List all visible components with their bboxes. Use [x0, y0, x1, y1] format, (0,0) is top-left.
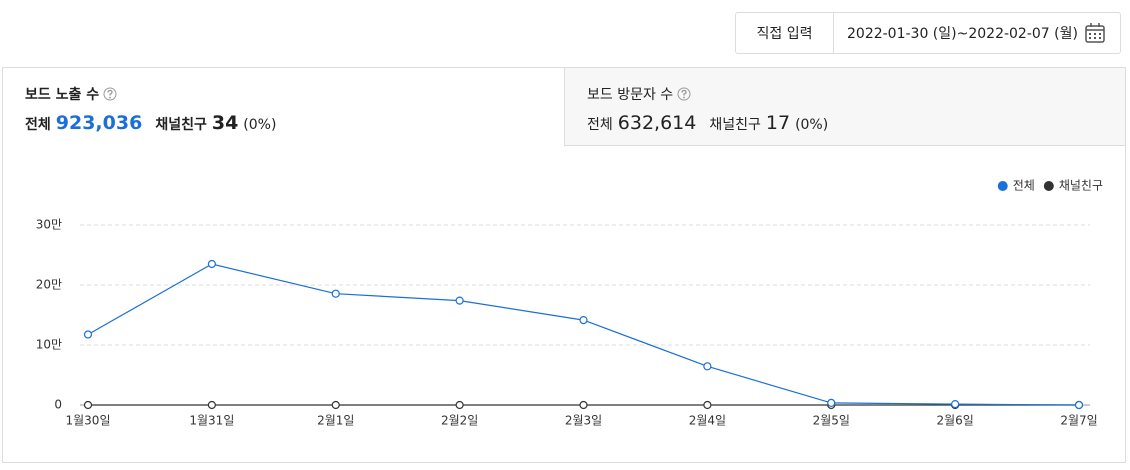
x-tick-label: 1월31일 — [189, 414, 234, 428]
date-range[interactable]: 2022-01-30 (일)~2022-02-07 (월) — [847, 26, 1078, 42]
y-tick-label: 20만 — [36, 278, 62, 292]
x-tick-label: 2월1일 — [317, 414, 354, 428]
direct-input-button[interactable]: 직접 입력 — [736, 13, 834, 53]
calendar-icon[interactable] — [1084, 22, 1106, 44]
friends-label: 채널친구 — [155, 117, 207, 133]
friends-pct: (0%) — [243, 117, 277, 133]
point — [579, 400, 588, 410]
y-tick-label: 10만 — [36, 338, 62, 352]
tab-title: 보드 노출 수 — [25, 87, 100, 103]
point — [455, 400, 464, 410]
friends-value: 17 — [765, 112, 791, 134]
legend-swatch — [997, 181, 1008, 191]
x-tick-label: 2월3일 — [565, 414, 602, 428]
date-picker: 직접 입력 2022-01-30 (일)~2022-02-07 (월) — [735, 12, 1121, 54]
x-tick-label: 1월30일 — [66, 414, 111, 428]
help-icon[interactable] — [103, 87, 117, 101]
friends-pct: (0%) — [795, 117, 829, 133]
total-value: 632,614 — [617, 112, 697, 134]
point — [703, 362, 712, 371]
tab-title: 보드 방문자 수 — [587, 87, 674, 103]
stats: 전체 632,614 채널친구 17 (0%) — [587, 112, 1125, 134]
tab[interactable]: 보드 방문자 수 전체 632,614 채널친구 17 (0%) — [564, 68, 1125, 146]
point — [455, 296, 464, 305]
point — [579, 316, 588, 325]
legend-label[interactable]: 전체 — [1013, 179, 1035, 193]
x-tick-label: 2월6일 — [936, 414, 973, 428]
x-tick-label: 2월2일 — [441, 414, 478, 428]
tab-title-row: 보드 노출 수 — [25, 84, 564, 104]
legend-swatch — [1043, 181, 1054, 191]
friends-label: 채널친구 — [709, 117, 761, 133]
friends-value: 34 — [211, 112, 239, 134]
point — [83, 400, 93, 410]
total-label: 전체 — [587, 117, 613, 133]
total-value: 923,036 — [55, 112, 143, 134]
x-tick-label: 2월4일 — [689, 414, 726, 428]
point — [331, 289, 340, 298]
panel: 보드 노출 수 전체 923,036 채널친구 34 (0%) 보드 방문자 수 전체 6… — [2, 67, 1126, 463]
tab-title-row: 보드 방문자 수 — [587, 84, 1125, 104]
x-tick-label: 2월5일 — [813, 414, 850, 428]
y-tick-label: 0 — [54, 398, 62, 412]
total-label: 전체 — [25, 117, 51, 133]
x-tick-label: 2월7일 — [1060, 414, 1097, 428]
point — [951, 400, 960, 409]
point — [207, 400, 216, 410]
y-tick-label: 30만 — [36, 218, 62, 232]
point — [331, 400, 340, 410]
point — [1074, 400, 1084, 410]
point — [83, 330, 93, 339]
stats: 전체 923,036 채널친구 34 (0%) — [25, 112, 564, 134]
point — [703, 400, 712, 410]
help-icon[interactable] — [677, 87, 691, 101]
legend-label[interactable]: 채널친구 — [1059, 179, 1103, 193]
point — [827, 398, 836, 407]
tab[interactable]: 보드 노출 수 전체 923,036 채널친구 34 (0%) — [3, 68, 564, 146]
point — [207, 259, 216, 269]
